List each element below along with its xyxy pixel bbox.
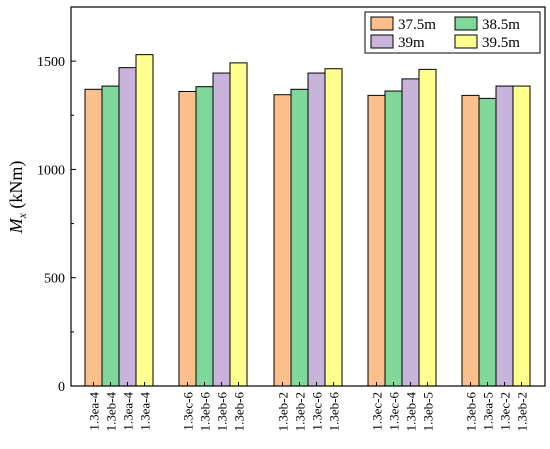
x-tick-label: 1.3eb-6 xyxy=(198,392,213,432)
legend-label: 39m xyxy=(398,35,425,51)
y-tick-label: 500 xyxy=(44,272,65,287)
x-tick-label: 1.3ec-2 xyxy=(498,392,513,431)
bar xyxy=(229,62,248,387)
legend-swatch xyxy=(454,34,478,49)
x-tick-label: 1.3eb-4 xyxy=(104,392,119,432)
bar xyxy=(290,88,309,387)
y-axis-label-symbol: M xyxy=(6,217,26,234)
y-tick-label: 1000 xyxy=(37,163,65,178)
bar xyxy=(273,94,292,387)
y-axis: 0 500 1000 1500 xyxy=(37,55,76,395)
bar xyxy=(401,78,420,387)
plot-frame xyxy=(70,6,546,387)
x-tick-label: 1.3ec-6 xyxy=(181,392,196,431)
x-tick-label: 1.3eb-4 xyxy=(404,392,419,432)
y-axis-label-subscript: x xyxy=(15,212,29,219)
y-axis-label: Mx (kNm) xyxy=(6,161,29,235)
x-tick-label: 1.3ea-4 xyxy=(87,392,102,431)
bar xyxy=(84,88,103,387)
legend: 37.5m 38.5m 39m 39.5m xyxy=(364,11,541,54)
x-axis: 1.3ea-4 1.3eb-4 1.3ea-4 1.3ea-4 1.3ec-6 1.3eb… xyxy=(87,382,530,431)
x-tick-label: 1.3eb-2 xyxy=(515,392,530,431)
bar xyxy=(461,94,480,387)
x-tick-label: 1.3eb-6 xyxy=(327,392,342,432)
y-tick-label: 0 xyxy=(58,380,65,395)
bar xyxy=(178,90,197,387)
bar xyxy=(212,72,231,387)
y-axis-label-unit: (kNm) xyxy=(6,161,27,214)
x-tick-label: 1.3ea-4 xyxy=(138,392,153,431)
bar xyxy=(101,85,120,387)
bars-layer xyxy=(84,54,531,387)
bar xyxy=(307,72,326,387)
bar xyxy=(195,86,214,387)
x-tick-label: 1.3ea-4 xyxy=(121,392,136,431)
legend-label: 37.5m xyxy=(398,17,436,33)
x-tick-label: 1.3ec-6 xyxy=(387,392,402,431)
legend-box xyxy=(364,11,541,54)
bar xyxy=(384,90,403,387)
x-tick-label: 1.3eb-5 xyxy=(421,392,436,431)
x-tick-label: 1.3eb-6 xyxy=(464,392,479,432)
legend-swatch xyxy=(370,34,394,49)
x-tick-label: 1.3eb-6 xyxy=(215,392,230,432)
bar xyxy=(418,68,437,387)
legend-label: 39.5m xyxy=(482,35,520,51)
x-tick-label: 1.3eb-2 xyxy=(276,392,291,431)
legend-label: 38.5m xyxy=(482,17,520,33)
x-tick-label: 1.3eb-2 xyxy=(293,392,308,431)
bar xyxy=(367,94,386,387)
y-tick-label: 1500 xyxy=(37,55,65,70)
legend-swatch xyxy=(454,16,478,31)
bar xyxy=(478,97,497,387)
x-tick-label: 1.3ec-6 xyxy=(310,392,325,431)
bar xyxy=(324,68,343,387)
bar xyxy=(135,54,154,387)
bar xyxy=(495,85,514,387)
bar xyxy=(512,85,531,387)
x-tick-label: 1.3ea-5 xyxy=(481,392,496,431)
bar xyxy=(118,67,137,387)
x-tick-label: 1.3ec-2 xyxy=(370,392,385,431)
legend-swatch xyxy=(370,16,394,31)
x-tick-label: 1.3eb-6 xyxy=(232,392,247,432)
